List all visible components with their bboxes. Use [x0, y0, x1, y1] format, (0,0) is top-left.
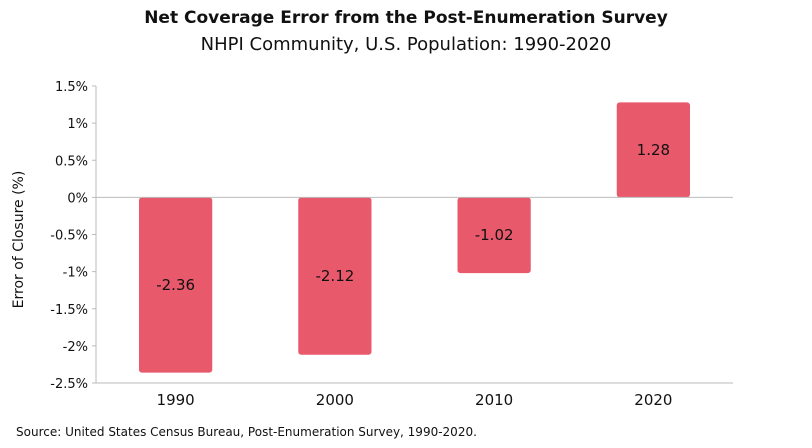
y-tick-label: 0%	[67, 191, 88, 206]
y-tick-label: -2%	[63, 340, 88, 355]
y-tick-label: 0.5%	[55, 154, 88, 169]
x-tick-label-2020: 2020	[634, 391, 672, 409]
source-note: Source: United States Census Bureau, Pos…	[16, 425, 477, 439]
y-tick-label: -0.5%	[50, 229, 88, 244]
x-tick-label-1990: 1990	[157, 391, 195, 409]
x-tick-label-2000: 2000	[316, 391, 354, 409]
x-tick-label-2010: 2010	[475, 391, 513, 409]
chart-title: Net Coverage Error from the Post-Enumera…	[144, 8, 668, 28]
chart-subtitle: NHPI Community, U.S. Population: 1990-20…	[200, 34, 612, 55]
y-axis-label: Error of Closure (%)	[11, 171, 27, 309]
y-tick-label: -2.5%	[50, 377, 88, 392]
bar-1990	[138, 197, 213, 373]
bar-2010	[457, 197, 531, 274]
data-label-2020: 1.28	[637, 141, 670, 159]
data-label-2010: -1.02	[475, 226, 514, 244]
y-tick-label: 1%	[67, 117, 88, 132]
y-tick-label: -1.5%	[50, 303, 88, 318]
bar-2000	[298, 197, 372, 355]
data-label-1990: -2.36	[156, 276, 195, 294]
y-tick-label: 1.5%	[55, 80, 88, 95]
bar-2020	[616, 102, 691, 198]
data-label-2000: -2.12	[315, 267, 354, 285]
y-tick-label: -1%	[63, 266, 88, 281]
